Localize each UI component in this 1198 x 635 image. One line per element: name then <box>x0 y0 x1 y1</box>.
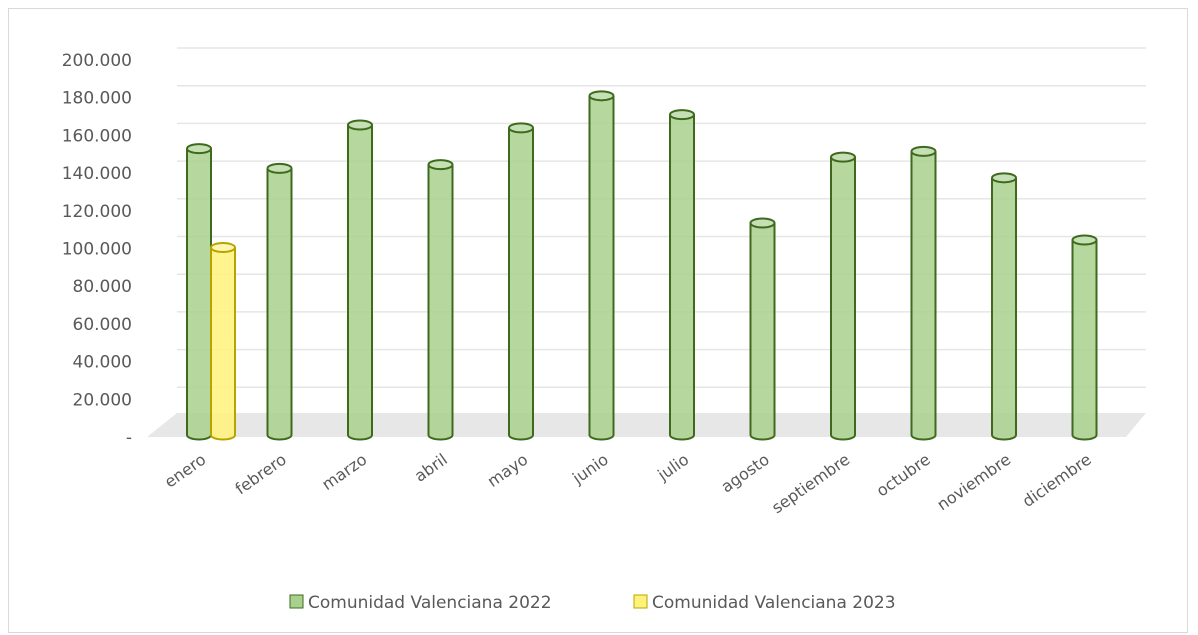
bar-top <box>427 159 454 171</box>
bar-top <box>186 143 212 155</box>
bar-body <box>588 95 615 441</box>
bar <box>347 119 373 441</box>
bar <box>991 172 1017 441</box>
bar-body <box>210 247 236 441</box>
legend-item: Comunidad Valenciana 2022 <box>289 593 552 613</box>
bar-body <box>1071 240 1098 441</box>
chart-floor <box>147 413 1146 437</box>
x-category-label: agosto <box>718 450 773 497</box>
bar-body <box>508 127 534 441</box>
x-category-label: mayo <box>484 450 531 491</box>
bar-top <box>669 109 695 121</box>
x-category-label: julio <box>653 450 692 485</box>
bar-body <box>427 164 454 441</box>
bar-top <box>830 151 856 163</box>
bar <box>910 145 937 441</box>
y-tick-label: 100.000 <box>62 240 132 260</box>
bar-top <box>991 172 1017 184</box>
bar-body <box>669 114 695 441</box>
y-tick-label: 200.000 <box>62 51 132 71</box>
legend-label: Comunidad Valenciana 2022 <box>308 593 552 613</box>
bar <box>588 90 615 441</box>
bar <box>427 159 454 441</box>
legend-swatch <box>289 594 304 609</box>
y-tick-label: 120.000 <box>62 202 132 222</box>
x-category-label: abril <box>411 450 451 486</box>
bar <box>1071 234 1098 441</box>
bar-body <box>266 168 293 441</box>
bar-body <box>910 151 937 441</box>
y-tick-label: 160.000 <box>62 126 132 146</box>
y-tick-label: 180.000 <box>62 89 132 109</box>
x-category-label: noviembre <box>933 450 1014 515</box>
bar <box>508 122 534 441</box>
x-category-label: enero <box>161 450 209 492</box>
bar <box>210 242 236 441</box>
x-category-label: marzo <box>318 450 370 494</box>
y-tick-label: - <box>126 428 132 448</box>
x-axis: enero febrero marzo abril mayo junio julio agos… <box>161 450 1095 518</box>
y-tick-label: 20.000 <box>73 390 132 410</box>
bar-top <box>347 119 373 131</box>
bar <box>266 162 293 441</box>
bar-top <box>588 90 615 102</box>
bar-body <box>347 125 373 441</box>
bar-body <box>186 148 212 441</box>
x-category-label: octubre <box>873 450 934 501</box>
bar-top <box>749 217 776 229</box>
y-axis: - 20.000 40.000 60.000 80.000 100.000 120.000 1… <box>62 51 132 448</box>
legend-label: Comunidad Valenciana 2023 <box>652 593 896 613</box>
grid-layer <box>177 47 1146 389</box>
bar-body <box>749 223 776 441</box>
bar-body <box>991 177 1017 441</box>
bar-top <box>508 122 534 134</box>
y-tick-label: 140.000 <box>62 164 132 184</box>
bar-top <box>210 242 236 254</box>
y-tick-label: 60.000 <box>73 315 132 335</box>
x-category-label: septiembre <box>768 450 853 518</box>
bar <box>186 143 212 441</box>
bars-layer <box>186 90 1098 441</box>
bar-top <box>1071 234 1098 246</box>
bar-top <box>266 162 293 174</box>
legend: Comunidad Valenciana 2022 Comunidad Valen… <box>289 593 896 613</box>
x-category-label: diciembre <box>1019 450 1095 511</box>
legend-item: Comunidad Valenciana 2023 <box>633 593 896 613</box>
legend-swatch <box>633 594 648 609</box>
x-category-label: junio <box>568 450 612 488</box>
x-category-label: febrero <box>232 450 290 499</box>
bar <box>749 217 776 441</box>
bar <box>830 151 856 441</box>
bar-body <box>830 157 856 441</box>
bar <box>669 109 695 441</box>
y-tick-label: 80.000 <box>73 277 132 297</box>
bar-top <box>910 145 937 157</box>
y-tick-label: 40.000 <box>73 353 132 373</box>
floor-layer <box>147 413 1146 437</box>
